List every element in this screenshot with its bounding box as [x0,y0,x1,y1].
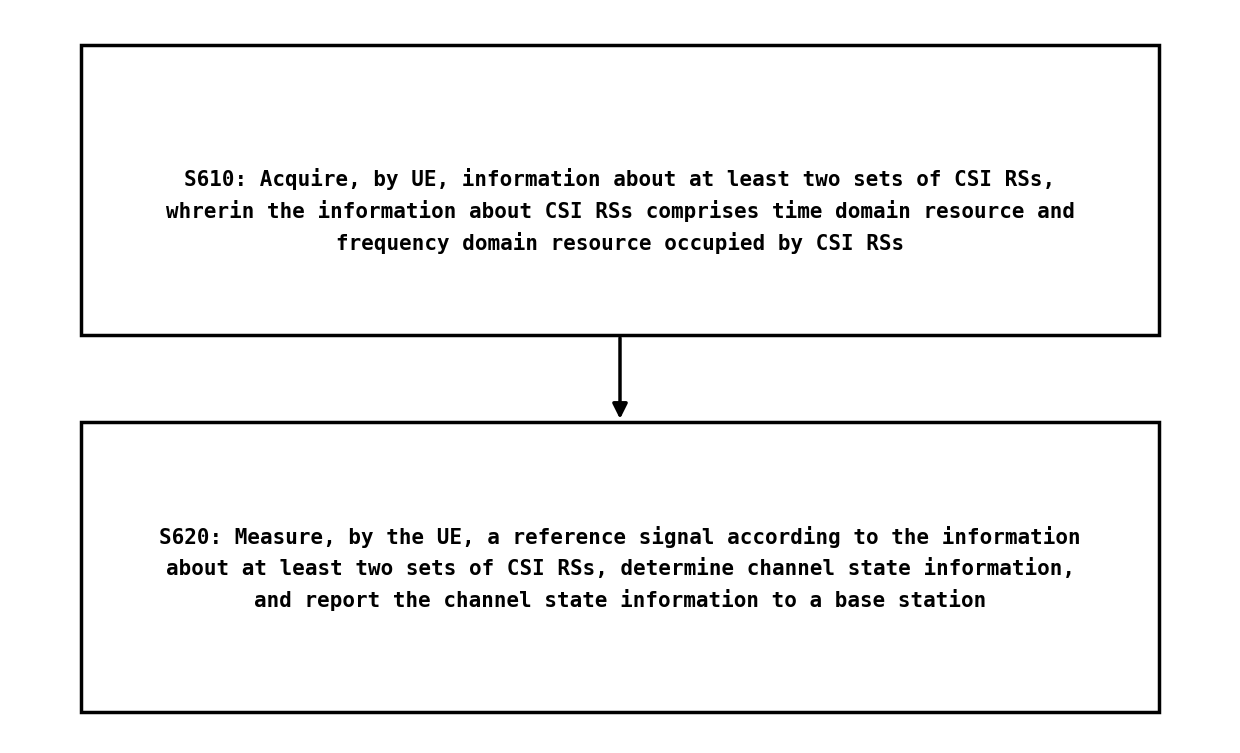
Text: S610: Acquire, by UE, information about at least two sets of CSI RSs,
whrerin th: S610: Acquire, by UE, information about … [165,168,1075,254]
FancyBboxPatch shape [81,422,1159,712]
Text: S620: Measure, by the UE, a reference signal according to the information
about : S620: Measure, by the UE, a reference si… [159,526,1081,611]
FancyBboxPatch shape [81,45,1159,335]
